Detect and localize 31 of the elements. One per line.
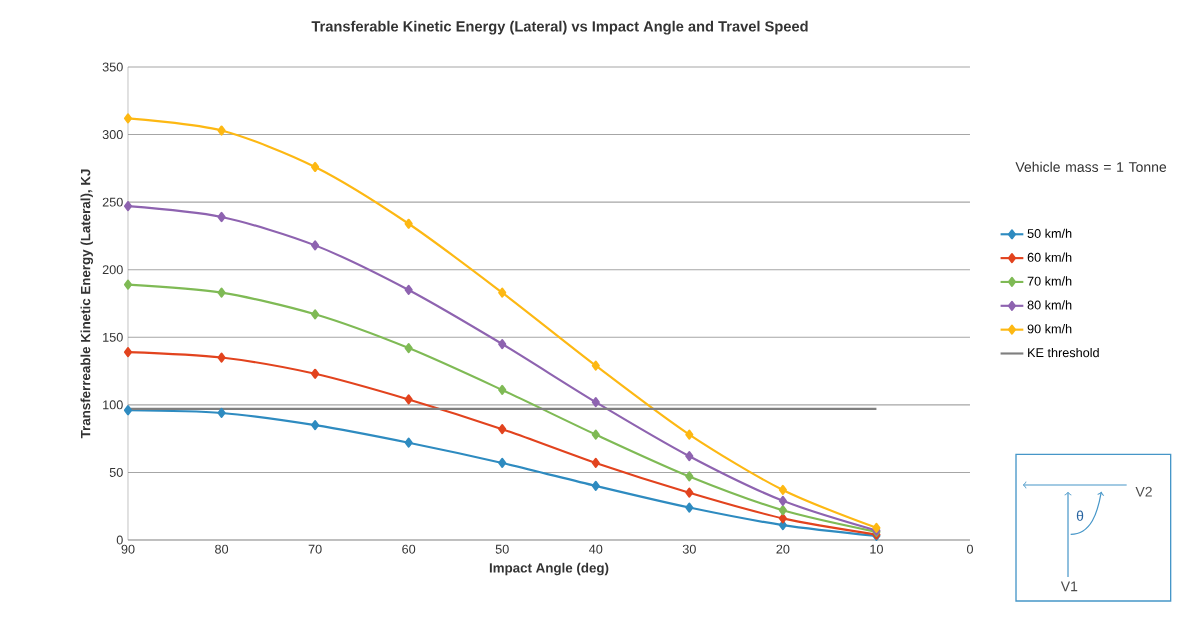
chart-title: Transferable Kinetic Energy (Lateral) vs Impact Angle and Travel Speed (311, 20, 808, 35)
legend-label: 60 km/h (1027, 252, 1072, 262)
x-tick-label: 0 (966, 544, 974, 554)
x-tick-label: 30 (682, 544, 696, 554)
x-tick-label: 40 (589, 544, 603, 554)
legend-label: 70 km/h (1027, 276, 1072, 286)
x-tick-label: 90 (121, 544, 135, 554)
y-tick-label: 250 (102, 197, 123, 207)
x-tick-label: 60 (402, 544, 416, 554)
y-tick-label: 50 (109, 467, 123, 477)
legend-title: Vehicle mass = 1 Tonne (1015, 161, 1167, 172)
y-axis-title: Transferreable Kinetic Energy (Lateral), KJ (80, 169, 93, 439)
legend-label: 50 km/h (1027, 228, 1072, 238)
text: θ (1076, 510, 1084, 521)
y-tick-label: 150 (103, 332, 123, 342)
legend-label: 80 km/h (1027, 300, 1072, 310)
y-tick-label: 0 (116, 535, 123, 545)
x-axis-title: Impact Angle (deg) (489, 562, 609, 576)
x-tick-label: 10 (870, 544, 883, 554)
x-tick-label: 80 (215, 544, 229, 554)
y-tick-label: 200 (102, 265, 123, 275)
y-tick-label: 300 (102, 130, 123, 140)
x-tick-label: 20 (776, 544, 790, 554)
y-tick-label: 350 (102, 62, 123, 72)
legend-label: 90 km/h (1027, 324, 1072, 334)
text: V1 (1060, 581, 1078, 592)
x-tick-label: 50 (495, 544, 509, 554)
y-tick-label: 100 (103, 400, 123, 410)
x-tick-label: 70 (308, 544, 322, 554)
legend-label: KE threshold (1028, 347, 1099, 358)
text: V2 (1135, 486, 1152, 497)
